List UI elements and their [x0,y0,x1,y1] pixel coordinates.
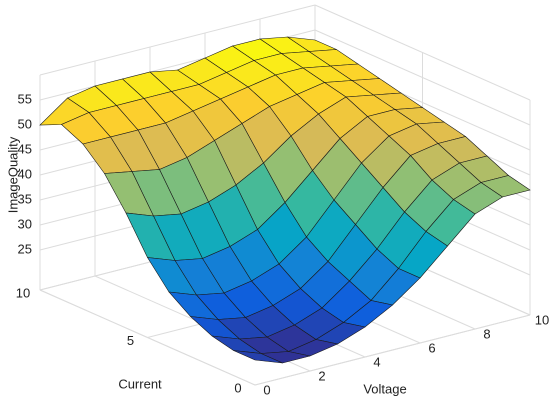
z-tick-label: 25 [18,241,32,256]
z-tick-label: 45 [18,141,32,156]
z-tick-label: 30 [18,216,32,231]
x-tick-label: 6 [428,340,435,355]
y-tick-label: 0 [234,380,241,395]
x-tick-label: 8 [483,326,490,341]
grid-line [254,314,531,386]
z-tick-label: 40 [18,166,32,181]
x-axis-label: Voltage [363,381,406,396]
x-tick-label: 2 [318,368,325,383]
box-edge [39,4,316,76]
z-tick-label: 50 [18,116,32,131]
x-tick-label: 10 [535,312,549,327]
grid-line [314,29,531,126]
z-tick-label: 35 [18,191,32,206]
y-axis-label: Current [118,376,162,391]
z-axis-label: ImageQuality [5,136,20,213]
surface-face [233,350,283,364]
x-tick-label: 4 [373,354,380,369]
x-tick-label: 0 [263,382,270,397]
z-tick-label: 55 [18,91,32,106]
y-tick-label: 10 [16,285,30,300]
y-tick-label: 5 [127,333,134,348]
